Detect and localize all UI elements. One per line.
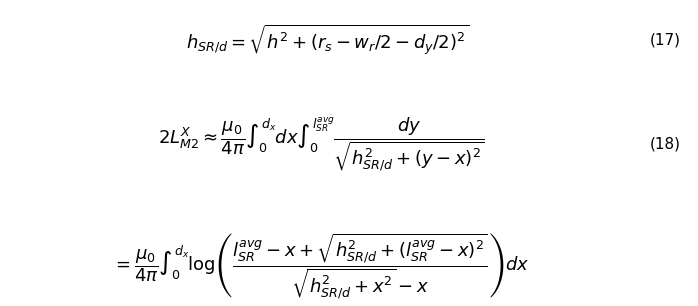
Text: $h_{SR/d} = \sqrt{h^2 + (r_s - w_r/2 - d_y/2)^2}$: $h_{SR/d} = \sqrt{h^2 + (r_s - w_r/2 - d… [186, 23, 470, 57]
Text: (18): (18) [650, 136, 681, 151]
Text: $= \dfrac{\mu_0}{4\pi} \int_0^{d_x} \mathrm{log}\left(\dfrac{l_{SR}^{avg} - x + : $= \dfrac{\mu_0}{4\pi} \int_0^{d_x} \mat… [112, 232, 530, 301]
Text: (17): (17) [650, 32, 681, 47]
Text: $2L_{M2}^{X} \approx \dfrac{\mu_0}{4\pi} \int_0^{d_x} dx \int_0^{l_{SR}^{avg}} \: $2L_{M2}^{X} \approx \dfrac{\mu_0}{4\pi}… [158, 115, 484, 173]
